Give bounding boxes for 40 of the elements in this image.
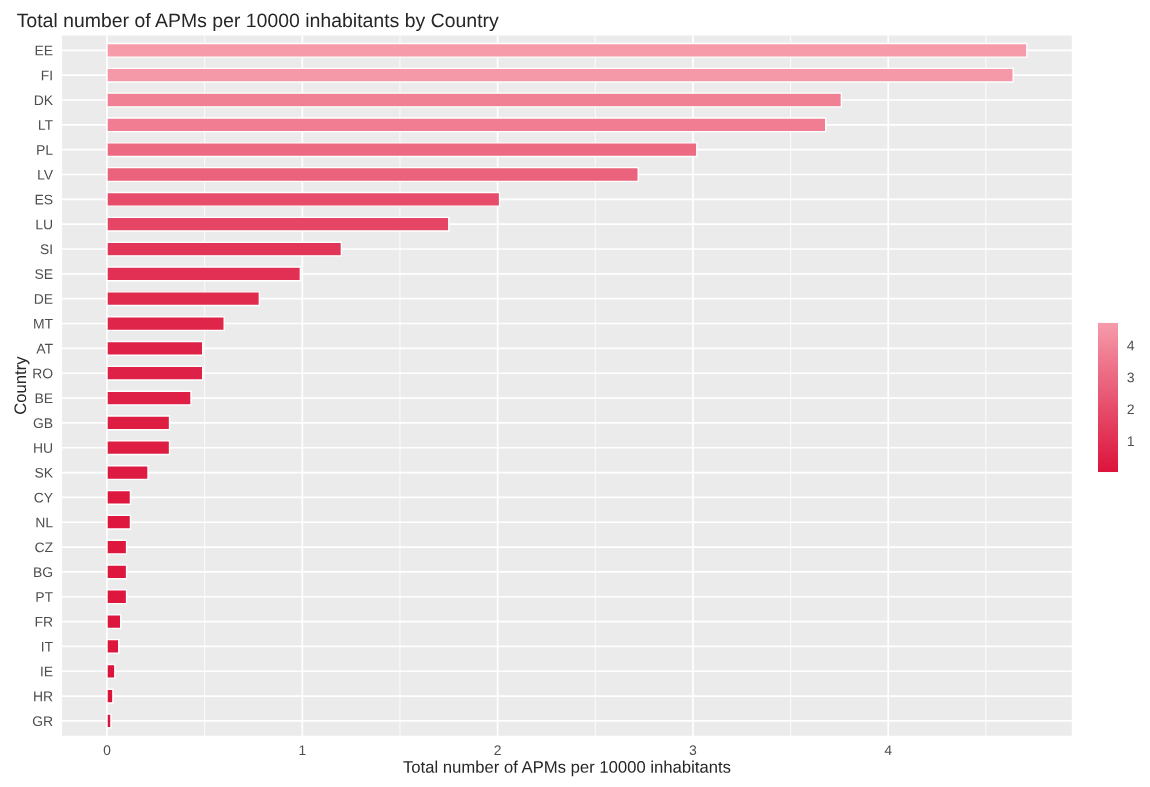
y-tick-label: EE xyxy=(35,45,53,56)
y-tick-label: FR xyxy=(35,617,53,627)
y-tick-label: ES xyxy=(35,194,53,205)
y-tick-label: IE xyxy=(41,666,53,677)
y-tick-label: NL xyxy=(36,517,53,528)
y-tick-label: GR xyxy=(32,716,53,727)
y-tick-label: CZ xyxy=(35,542,53,553)
y-tick-label: FI xyxy=(41,70,52,81)
y-tick-label: SI xyxy=(40,244,52,255)
color-bar-label: 3 xyxy=(1127,372,1134,383)
y-tick-label: IT xyxy=(42,641,53,652)
color-bar-label: 2 xyxy=(1127,404,1134,415)
y-tick-label: MT xyxy=(34,319,53,329)
y-tick-label: LU xyxy=(36,219,52,230)
x-tick-label: 1 xyxy=(299,745,306,755)
color-bar-label: 4 xyxy=(1127,340,1135,351)
y-tick-label: CY xyxy=(34,492,53,503)
y-tick-label: RO xyxy=(33,368,53,379)
y-tick-label: PT xyxy=(36,592,53,602)
y-tick-label: HU xyxy=(34,443,52,453)
y-tick-label: LV xyxy=(38,169,54,180)
x-tick-label: 4 xyxy=(884,745,892,755)
color-bar-label: 1 xyxy=(1127,436,1134,446)
y-tick-label: GB xyxy=(33,418,53,429)
x-tick-label: 3 xyxy=(689,745,697,756)
chart-title: Total number of APMs per 10000 inhabitants by Country xyxy=(17,12,499,32)
x-tick-label: 0 xyxy=(103,745,111,756)
x-axis-title: Total number of APMs per 10000 inhabitants xyxy=(403,760,731,777)
y-tick-label: AT xyxy=(36,343,53,354)
y-tick-label: BE xyxy=(35,393,53,404)
y-axis-title: Country xyxy=(14,356,30,414)
y-tick-label: SE xyxy=(35,269,53,280)
y-tick-label: PL xyxy=(37,145,53,155)
y-tick-label: DE xyxy=(34,294,53,304)
x-tick-label: 2 xyxy=(494,745,501,755)
y-tick-label: DK xyxy=(34,95,53,106)
y-tick-label: HR xyxy=(34,691,53,702)
y-tick-label: BG xyxy=(34,567,53,578)
y-tick-label: SK xyxy=(35,467,53,478)
y-tick-label: LT xyxy=(39,120,53,130)
